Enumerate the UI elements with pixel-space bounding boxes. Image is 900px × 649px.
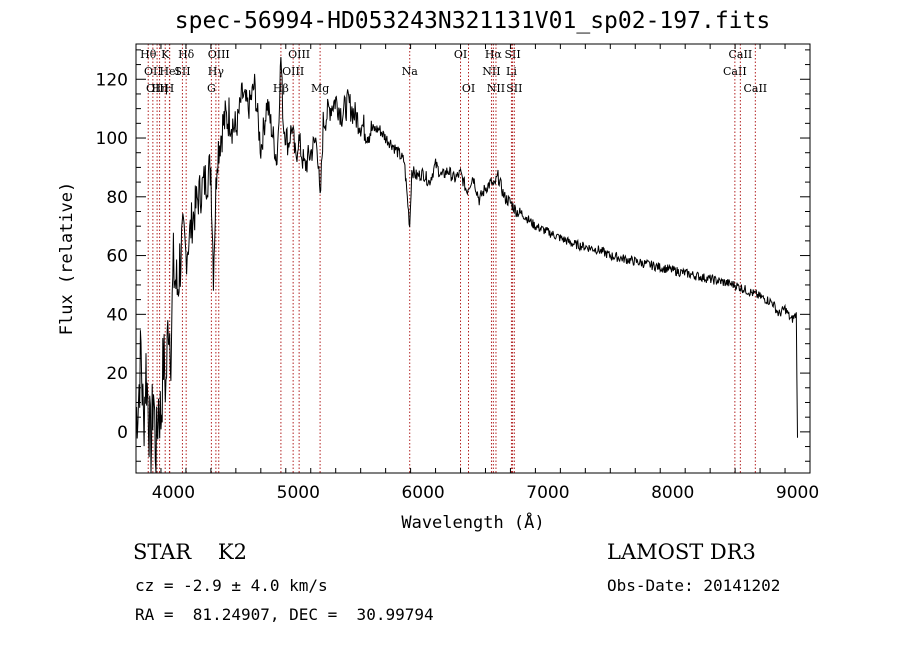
x-tick-label: 8000 <box>651 483 694 503</box>
y-tick-label: 120 <box>96 70 128 90</box>
line-marker-label: Li <box>506 65 517 78</box>
line-marker-label: Na <box>402 65 419 78</box>
spectrum-line <box>135 56 798 474</box>
chart-title: spec-56994-HD053243N321131V01_sp02-197.f… <box>174 8 771 34</box>
line-marker-label: SII <box>174 65 190 78</box>
x-tick-label: 7000 <box>526 483 569 503</box>
line-marker-label: OIII <box>282 65 304 78</box>
line-marker-label: HeI <box>159 65 179 78</box>
y-tick-label: 0 <box>117 423 128 443</box>
line-marker-label: OIII <box>288 48 310 61</box>
y-tick-label: 40 <box>106 305 128 325</box>
y-tick-label: 80 <box>106 188 128 208</box>
line-marker-label: NII <box>487 82 505 95</box>
line-marker-label: OIII <box>146 82 168 95</box>
line-marker-label: CaII <box>743 82 767 95</box>
x-axis-label: Wavelength (Å) <box>401 511 544 533</box>
line-marker-label: Hβ <box>273 82 289 95</box>
line-marker-label: OII <box>144 65 162 78</box>
x-tick-label: 4000 <box>152 483 195 503</box>
line-marker-label: Hθ <box>140 48 157 61</box>
line-marker-label: OI <box>462 82 475 95</box>
line-marker-label: NII <box>482 65 500 78</box>
line-marker-label: CaII <box>723 65 747 78</box>
line-marker-label: H <box>165 82 175 95</box>
line-marker-label: K <box>161 48 170 61</box>
obs-date-label: Obs-Date: 20141202 <box>607 576 781 595</box>
line-marker-label: Hγ <box>208 65 225 78</box>
plot-frame <box>135 43 811 474</box>
line-marker-label: OI <box>454 48 467 61</box>
y-tick-label: 20 <box>106 364 128 384</box>
redshift-velocity-label: cz = -2.9 ± 4.0 km/s <box>135 576 328 595</box>
line-marker-label: Mg <box>311 82 329 95</box>
y-tick-label: 100 <box>96 129 128 149</box>
line-marker-label: Hδ <box>178 48 195 61</box>
line-marker-label: SII <box>506 82 522 95</box>
line-marker-label: CaII <box>729 48 753 61</box>
x-tick-label: 6000 <box>401 483 444 503</box>
line-marker-label: G <box>207 82 216 95</box>
line-marker-label: SII <box>504 48 520 61</box>
line-marker-label: OIII <box>208 48 230 61</box>
line-marker-label: Hη <box>151 82 167 95</box>
y-tick-label: 60 <box>106 247 128 267</box>
survey-label: LAMOST DR3 <box>607 540 756 564</box>
y-axis-label: Flux (relative) <box>57 182 77 336</box>
coordinates-label: RA = 81.24907, DEC = 30.99794 <box>135 605 434 624</box>
line-marker-label: Hα <box>485 48 503 61</box>
x-tick-label: 9000 <box>776 483 819 503</box>
x-tick-label: 5000 <box>277 483 320 503</box>
object-class-label: STAR K2 <box>133 540 247 564</box>
